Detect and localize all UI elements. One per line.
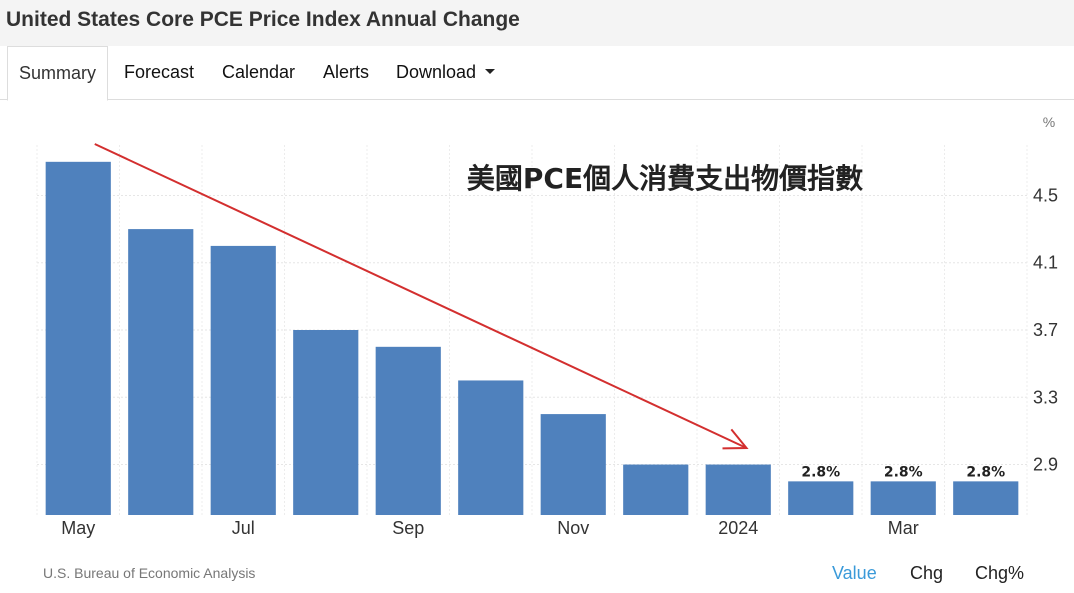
bar[interactable] [210,245,276,515]
tab-download-label: Download [396,62,477,82]
y-tick-label: 2.9 [1033,455,1058,475]
page-title: United States Core PCE Price Index Annua… [6,8,520,31]
arrow-head-icon [722,428,749,450]
caret-down-icon [485,68,496,74]
y-tick-label: 4.1 [1033,253,1058,273]
x-tick-label: Jul [232,518,255,538]
chart-labels: 2.9 3.3 3.7 4.1 4.5 May Jul Sep Nov 2024 2.8% Mar 2.… [61,185,1058,538]
y-axis-unit: % [1043,114,1055,130]
title-bar: United States Core PCE Price Index Annua… [0,0,1074,47]
x-tick-label: Nov [557,518,589,538]
tab-download[interactable]: Download [396,46,496,99]
arrow-line [94,143,747,449]
tab-calendar[interactable]: Calendar [222,62,296,82]
y-tick-label: 3.7 [1033,320,1058,340]
bar[interactable] [375,346,441,515]
y-tick-label: 4.5 [1033,185,1058,205]
y-tick-label: 3.3 [1033,387,1058,407]
chg-percent-button[interactable]: Chg% [975,563,1025,583]
trend-arrow [94,143,749,450]
bar[interactable] [458,380,524,515]
bar[interactable] [45,161,111,515]
data-label: 2.8% [801,464,840,480]
x-tick-label: Sep [392,518,424,538]
value-button[interactable]: Value [832,563,877,583]
x-tick-label: May [61,518,95,538]
data-label: 2.8% [966,464,1005,480]
bar[interactable] [540,414,606,515]
bar[interactable] [705,464,771,515]
source-label: U.S. Bureau of Economic Analysis [43,565,256,581]
bar[interactable] [623,464,689,515]
bar[interactable] [953,481,1019,515]
bar[interactable] [293,330,359,515]
tab-bar: Summary Forecast Calendar Alerts Downloa… [0,46,1074,101]
chg-button[interactable]: Chg [910,563,944,583]
chart-grid [36,145,1028,515]
chart-bars [45,161,1019,515]
bar[interactable] [788,481,854,515]
x-tick-label: 2024 [718,518,758,538]
chart-annotation: 美國PCE個人消費支出物價指數 [467,162,863,195]
tab-forecast[interactable]: Forecast [124,62,195,82]
bar[interactable] [128,229,194,515]
x-tick-label: Mar [888,518,919,538]
data-label: 2.8% [884,464,923,480]
chart: 2.9 3.3 3.7 4.1 4.5 May Jul Sep Nov 2024 2.8% Mar 2.… [36,114,1058,538]
bar[interactable] [870,481,936,515]
tab-summary[interactable]: Summary [7,46,109,101]
tab-alerts[interactable]: Alerts [323,62,370,82]
